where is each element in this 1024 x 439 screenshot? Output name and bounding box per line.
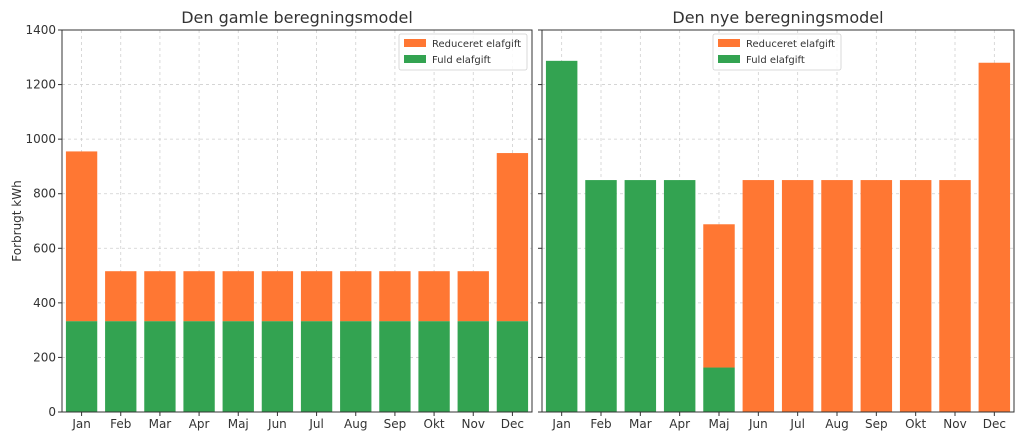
legend-label-full: Fuld elafgift [746,55,805,66]
bar-fuld-okt [418,321,450,412]
bar-fuld-aug [340,321,372,412]
bar-reduceret-sep [379,271,411,322]
ticks-new: Jan Feb Mar Apr Maj Jun Jul Aug Sep Okt Nov Dec [538,29,1006,431]
legend-swatch-reduced [718,39,740,47]
bar-reduceret-okt [899,180,932,412]
bar-reduceret-maj [222,271,254,322]
y-tick-label: 1400 [25,23,56,37]
bar-reduceret-jul [300,271,333,322]
x-tick-label: Okt [905,417,926,431]
x-tick-label: Jul [308,417,323,431]
bar-reduceret-okt [418,271,450,322]
x-tick-label: Nov [943,417,966,431]
x-tick-label: Nov [462,417,485,431]
bar-fuld-nov [457,321,489,412]
legend-frame [398,33,528,71]
bar-reduceret-jun [261,271,294,322]
x-tick-label: Maj [708,417,729,431]
legend-frame [712,33,842,71]
chart-title-new: Den nye beregningsmodel [672,8,883,27]
y-tick-label: 0 [48,405,56,419]
plot-frame-new [541,29,1015,413]
bar-fuld-feb [105,321,137,412]
y-tick-label: 200 [33,350,56,364]
ticks-old: 0 200 400 600 800 1000 1200 1400 Jan Feb Mar Apr Maj… [25,23,524,431]
bar-fuld-maj [222,321,254,412]
bar-reduceret-sep [860,180,893,412]
x-tick-label: Jun [267,417,287,431]
bar-reduceret-mar [144,271,176,322]
legend-label-reduced: Reduceret elafgift [432,39,521,50]
legend-swatch-reduced [404,39,426,47]
y-tick-label: 800 [33,187,56,201]
bar-reduceret-dec [496,153,529,322]
bars-new [545,60,1011,412]
bar-fuld-mar [144,321,176,412]
x-tick-label: Jul [789,417,804,431]
bar-reduceret-jun [742,180,775,412]
legend-label-full: Fuld elafgift [432,55,491,66]
bars-old [65,151,529,412]
legend-label-reduced: Reduceret elafgift [746,39,835,50]
x-tick-label: Jun [748,417,768,431]
chart-title-old: Den gamle beregningsmodel [181,8,413,27]
x-tick-label: Aug [825,417,848,431]
panel-old-model: Den gamle beregningsmodel Forbrugt kWh 0… [10,8,533,431]
legend-swatch-full [404,55,426,63]
legend-old: Reduceret elafgift Fuld elafgift [398,33,528,71]
bar-fuld-apr [663,180,696,412]
bar-reduceret-nov [939,180,971,412]
bar-fuld-feb [585,180,617,412]
bar-reduceret-nov [457,271,489,322]
y-tick-label: 1200 [25,78,56,92]
x-tick-label: Jan [551,417,571,431]
y-tick-label: 600 [33,241,56,255]
bar-reduceret-aug [821,180,853,412]
bar-reduceret-aug [340,271,372,322]
x-tick-label: Feb [110,417,131,431]
x-tick-label: Feb [590,417,611,431]
y-tick-label: 400 [33,296,56,310]
bar-reduceret-maj [703,224,735,368]
bar-fuld-apr [183,321,215,412]
x-tick-label: Dec [501,417,524,431]
bar-reduceret-feb [105,271,137,322]
bar-reduceret-jul [781,180,814,412]
bar-reduceret-jan [65,151,98,322]
bar-fuld-jan [65,321,98,412]
x-tick-label: Maj [228,417,249,431]
x-tick-label: Dec [983,417,1006,431]
legend-new: Reduceret elafgift Fuld elafgift [712,33,842,71]
x-tick-label: Aug [344,417,367,431]
y-axis-label: Forbrugt kWh [10,180,24,261]
x-tick-label: Sep [384,417,407,431]
x-tick-label: Mar [629,417,652,431]
bar-fuld-sep [379,321,411,412]
bar-fuld-maj [703,367,735,412]
bar-fuld-dec [496,321,529,412]
x-tick-label: Okt [424,417,445,431]
bar-fuld-jul [300,321,333,412]
bar-fuld-jan [545,60,578,412]
panel-new-model: Den nye beregningsmodel Jan Feb Mar Apr Maj J… [538,8,1015,431]
x-tick-label: Mar [149,417,172,431]
x-tick-label: Sep [865,417,888,431]
bar-fuld-mar [624,180,657,412]
plot-frame-old [61,29,533,413]
bar-fuld-jun [261,321,294,412]
bar-reduceret-apr [183,271,215,322]
bar-reduceret-dec [978,62,1011,412]
x-tick-label: Jan [71,417,91,431]
y-tick-label: 1000 [25,132,56,146]
x-tick-label: Apr [669,417,690,431]
x-tick-label: Apr [189,417,210,431]
legend-swatch-full [718,55,740,63]
